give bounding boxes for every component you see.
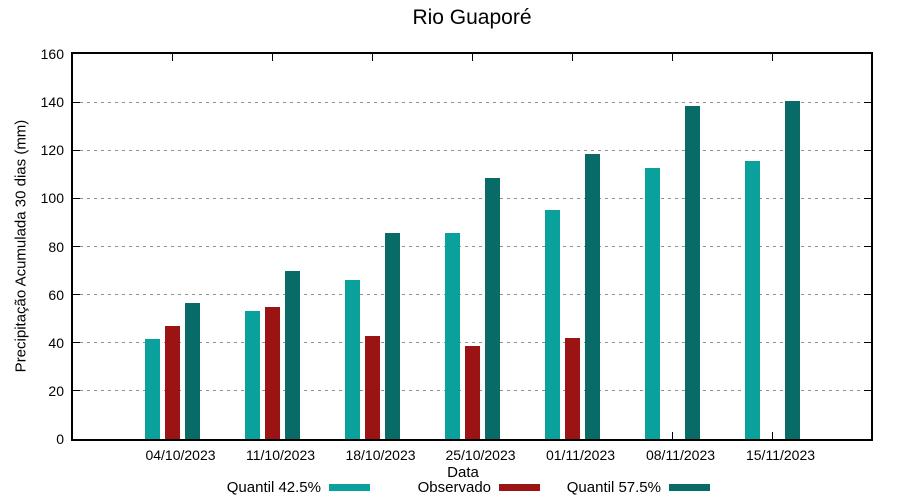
y-tick-right (864, 294, 871, 296)
x-tick-label: 04/10/2023 (145, 447, 216, 463)
bar (165, 325, 180, 439)
x-tick-top (372, 54, 373, 61)
bar (745, 161, 760, 439)
gridline (73, 197, 871, 199)
y-tick-right (864, 197, 871, 199)
bar (645, 168, 660, 439)
bar (585, 153, 600, 439)
bar (285, 270, 300, 439)
legend-label: Quantil 57.5% (566, 478, 661, 496)
legend-label: Quantil 42.5% (226, 478, 321, 496)
legend-swatch (669, 483, 710, 491)
x-tick-top (772, 54, 773, 61)
y-tick-left (73, 342, 80, 344)
x-tick-label: 25/10/2023 (445, 447, 516, 463)
x-tick-label: 18/10/2023 (345, 447, 416, 463)
y-tick-label: 100 (40, 190, 64, 207)
bar (785, 100, 800, 439)
bar (245, 311, 260, 439)
legend-item: Quantil 42.5% (227, 478, 370, 496)
bar (465, 346, 480, 439)
x-axis-title: Data (447, 464, 479, 481)
bar (185, 303, 200, 439)
y-tick-left (73, 149, 80, 151)
bar (485, 177, 500, 439)
x-tick-top (172, 54, 173, 61)
y-tick-right (864, 101, 871, 103)
x-tick-label: 08/11/2023 (645, 447, 716, 463)
y-tick-label: 0 (56, 431, 64, 447)
y-tick-label: 140 (40, 94, 64, 111)
legend-swatch (499, 483, 540, 491)
legend-swatch (329, 483, 370, 491)
y-tick-right (864, 390, 871, 392)
y-tick-label: 120 (40, 142, 64, 159)
bar (445, 233, 460, 439)
y-tick-label: 160 (40, 46, 64, 62)
legend-item: Quantil 57.5% (567, 478, 710, 496)
y-tick-left (73, 246, 80, 247)
gridline (73, 101, 871, 103)
x-tick-label: 11/10/2023 (245, 447, 316, 463)
chart-title: Rio Guaporé (412, 6, 532, 29)
bar (345, 280, 360, 439)
gridline (73, 246, 871, 247)
x-tick-label: 01/11/2023 (545, 447, 616, 463)
x-tick-top (672, 54, 673, 61)
gridline (73, 342, 871, 344)
y-tick-right (864, 149, 871, 151)
bar (545, 210, 560, 439)
y-tick-label: 20 (48, 382, 64, 399)
y-tick-label: 60 (48, 286, 64, 303)
y-tick-left (73, 294, 80, 296)
bar (265, 306, 280, 439)
x-tick-bottom (672, 432, 673, 439)
x-tick-label: 15/11/2023 (745, 447, 816, 463)
x-tick-top (472, 54, 473, 61)
x-tick-top (272, 54, 273, 61)
x-tick-bottom (772, 432, 773, 439)
legend-label: Observado (417, 478, 491, 496)
y-tick-label: 40 (48, 334, 64, 351)
bar (385, 233, 400, 439)
gridline (73, 294, 871, 296)
x-tick-top (572, 54, 573, 61)
y-tick-right (864, 246, 871, 247)
y-tick-right (864, 342, 871, 344)
gridline (73, 149, 871, 151)
plot-area (71, 52, 873, 441)
legend-item: Observado (418, 478, 540, 496)
bar (685, 105, 700, 439)
y-tick-left (73, 390, 80, 392)
y-tick-left (73, 101, 80, 103)
bar (365, 335, 380, 439)
y-tick-label: 80 (48, 238, 64, 255)
bar (565, 337, 580, 439)
bar (145, 339, 160, 439)
y-tick-left (73, 197, 80, 199)
